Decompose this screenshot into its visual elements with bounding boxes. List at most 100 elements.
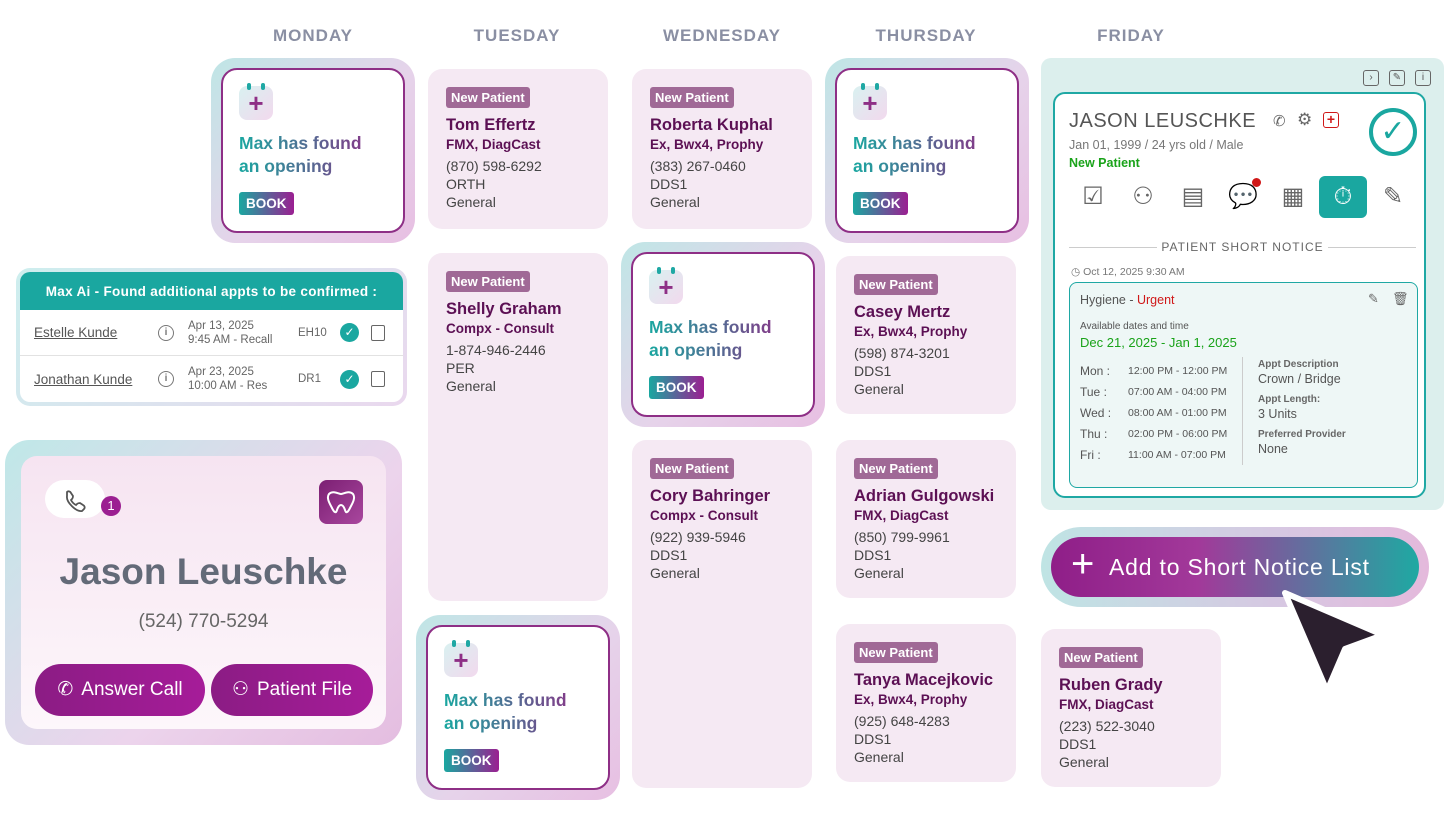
tooth-logo-icon bbox=[319, 480, 363, 524]
notebook-icon[interactable] bbox=[371, 324, 385, 341]
add-short-notice-wrapper: Add to Short Notice List bbox=[1041, 527, 1429, 607]
provider: DDS1 bbox=[650, 176, 688, 192]
patient-name: Shelly Graham bbox=[446, 300, 562, 318]
schedule-row: Tue : 07:00 AM - 04:00 PM bbox=[1080, 382, 1240, 403]
phone-icon[interactable]: ✆ bbox=[1273, 113, 1286, 130]
avail-range: Dec 21, 2025 - Jan 1, 2025 bbox=[1080, 335, 1237, 350]
info-icon[interactable]: i bbox=[158, 371, 174, 387]
notebook-icon[interactable] bbox=[371, 371, 385, 387]
list-item[interactable]: Jonathan Kunde i Apr 23, 2025 10:00 AM - … bbox=[20, 356, 403, 402]
medical-cross-icon: + bbox=[1323, 112, 1339, 128]
patient-phone: (223) 522-3040 bbox=[1059, 718, 1155, 734]
procedure: FMX, DiagCast bbox=[1059, 697, 1154, 712]
appt-patient-link[interactable]: Estelle Kunde bbox=[34, 325, 118, 340]
avail-label: Available dates and time bbox=[1080, 321, 1189, 332]
procedure: Compx - Consult bbox=[446, 321, 554, 336]
desc-value: Crown / Bridge bbox=[1258, 372, 1341, 386]
schedule-time: 12:00 PM - 12:00 PM bbox=[1128, 365, 1228, 377]
notification-badge: 1 bbox=[101, 496, 121, 516]
book-button[interactable]: BOOK bbox=[649, 376, 704, 399]
schedule-day: Fri : bbox=[1080, 448, 1101, 462]
schedule-list: Mon : 12:00 PM - 12:00 PM Tue : 07:00 AM - … bbox=[1080, 361, 1240, 466]
patient-card-casey[interactable]: New Patient Casey Mertz Ex, Bwx4, Prophy… bbox=[836, 256, 1016, 414]
patient-name: Cory Bahringer bbox=[650, 487, 771, 505]
patient-card-adrian[interactable]: New Patient Adrian Gulgowski FMX, DiagCa… bbox=[836, 440, 1016, 598]
calendar-plus-icon bbox=[649, 267, 683, 304]
info-icon[interactable]: i bbox=[158, 324, 174, 341]
patient-card-roberta[interactable]: New Patient Roberta Kuphal Ex, Bwx4, Pro… bbox=[632, 69, 812, 229]
check-icon[interactable]: ✓ bbox=[340, 323, 359, 342]
book-button[interactable]: BOOK bbox=[853, 192, 908, 215]
desc-label: Appt Description bbox=[1258, 359, 1339, 370]
patient-phone: (870) 598-6292 bbox=[446, 158, 542, 174]
list-item[interactable]: Estelle Kunde i Apr 13, 2025 9:45 AM - Re… bbox=[20, 310, 403, 356]
new-patient-badge: New Patient bbox=[446, 271, 530, 292]
check-circle-icon[interactable]: ✓ bbox=[1369, 108, 1417, 156]
patient-name: JASON LEUSCHKE bbox=[1069, 110, 1257, 132]
add-to-short-notice-button[interactable]: Add to Short Notice List bbox=[1051, 534, 1419, 597]
caller-phone: (524) 770-5294 bbox=[138, 611, 269, 632]
new-patient-badge: New Patient bbox=[854, 458, 938, 479]
book-button[interactable]: BOOK bbox=[239, 192, 294, 215]
schedule-time: 11:00 AM - 07:00 PM bbox=[1128, 449, 1226, 461]
patient-card-shelly[interactable]: New Patient Shelly Graham Compx - Consul… bbox=[428, 253, 608, 601]
schedule-row: Mon : 12:00 PM - 12:00 PM bbox=[1080, 361, 1240, 382]
phone-icon[interactable] bbox=[45, 480, 105, 518]
patient-file-button[interactable]: ⚇ Patient File bbox=[211, 664, 373, 716]
patient-status: New Patient bbox=[1069, 156, 1140, 170]
patient-phone: (850) 799-9961 bbox=[854, 529, 950, 545]
provider: DDS1 bbox=[854, 731, 892, 747]
gear-icon[interactable]: ⚙ bbox=[1297, 110, 1313, 129]
day-header-tuesday: TUESDAY bbox=[473, 26, 561, 45]
patient-name: Adrian Gulgowski bbox=[854, 487, 995, 505]
appt-code: EH10 bbox=[298, 326, 327, 339]
patient-card-tanya[interactable]: New Patient Tanya Macejkovic Ex, Bwx4, P… bbox=[836, 624, 1016, 782]
schedule-time: 08:00 AM - 01:00 PM bbox=[1128, 407, 1227, 419]
answer-call-button[interactable]: ✆ Answer Call bbox=[35, 664, 205, 716]
info-icon[interactable]: i bbox=[1415, 70, 1431, 86]
patient-card-ruben[interactable]: New Patient Ruben Grady FMX, DiagCast (2… bbox=[1041, 629, 1221, 787]
stopwatch-icon[interactable]: ⏱ bbox=[1319, 176, 1367, 218]
schedule-row: Thu : 02:00 PM - 06:00 PM bbox=[1080, 424, 1240, 445]
appt-patient-link[interactable]: Jonathan Kunde bbox=[34, 371, 133, 387]
max-ai-panel: Max Ai - Found additional appts to be co… bbox=[16, 268, 407, 406]
new-patient-badge: New Patient bbox=[650, 87, 734, 108]
check-icon[interactable]: ✓ bbox=[340, 369, 359, 389]
phone-icon: ✆ bbox=[57, 679, 74, 700]
user-icon[interactable]: ⚇ bbox=[1132, 182, 1154, 210]
day-header-thursday: THURSDAY bbox=[875, 26, 977, 45]
new-patient-badge: New Patient bbox=[854, 274, 938, 295]
procedure: Compx - Consult bbox=[650, 508, 758, 523]
provider: DDS1 bbox=[650, 547, 688, 563]
pin-icon[interactable]: ✎ bbox=[1389, 70, 1405, 86]
patient-name: Tom Effertz bbox=[446, 116, 536, 134]
patient-name: Ruben Grady bbox=[1059, 676, 1163, 694]
checklist-icon[interactable]: ☑ bbox=[1082, 182, 1104, 210]
book-button[interactable]: BOOK bbox=[444, 749, 499, 772]
edit-note-icon[interactable]: ✎ bbox=[1382, 182, 1404, 210]
user-icon: ⚇ bbox=[231, 679, 249, 700]
patient-card-tom[interactable]: New Patient Tom Effertz FMX, DiagCast (8… bbox=[428, 69, 608, 229]
new-patient-badge: New Patient bbox=[650, 458, 734, 479]
expand-icon[interactable]: › bbox=[1363, 70, 1379, 86]
calendar-icon[interactable]: ▦ bbox=[1281, 182, 1305, 210]
patient-card-cory[interactable]: New Patient Cory Bahringer Compx - Consu… bbox=[632, 440, 812, 788]
procedure: Ex, Bwx4, Prophy bbox=[650, 137, 764, 152]
trash-icon[interactable]: 🗑 bbox=[1392, 291, 1409, 306]
chat-icon[interactable]: 💬 bbox=[1223, 176, 1263, 216]
calendar-plus-icon bbox=[444, 640, 478, 677]
pencil-icon[interactable]: ✎ bbox=[1368, 291, 1379, 306]
notice-date: ◷ Oct 12, 2025 9:30 AM bbox=[1071, 266, 1185, 278]
schedule-row: Fri : 11:00 AM - 07:00 PM bbox=[1080, 445, 1240, 466]
schedule-row: Wed : 08:00 AM - 01:00 PM bbox=[1080, 403, 1240, 424]
schedule-day: Wed : bbox=[1080, 406, 1112, 420]
short-notice-entry: Hygiene - Urgent ✎ 🗑 Available dates and… bbox=[1069, 282, 1418, 488]
notebook-icon[interactable]: ▤ bbox=[1181, 182, 1205, 210]
notification-dot bbox=[1252, 178, 1261, 187]
schedule-time: 02:00 PM - 06:00 PM bbox=[1128, 428, 1228, 440]
clock-icon: ◷ bbox=[1071, 266, 1084, 278]
